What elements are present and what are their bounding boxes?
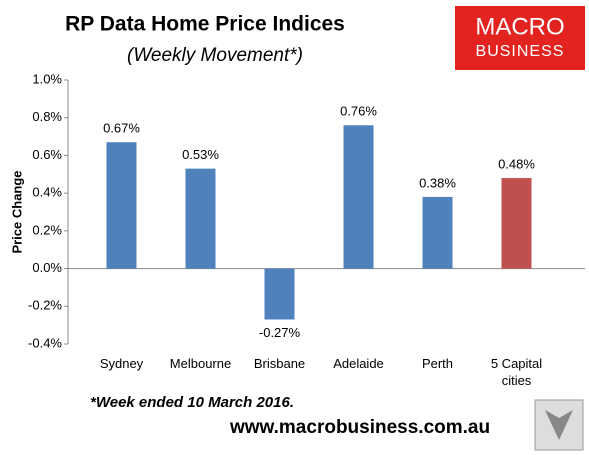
- y-tick-label: 0.8%: [32, 109, 62, 124]
- wolf-icon: [545, 410, 573, 440]
- x-tick-label: Melbourne: [169, 356, 232, 371]
- bar: [422, 196, 453, 269]
- y-tick-label: 0.6%: [32, 147, 62, 162]
- y-tick-label: 0.0%: [32, 260, 62, 275]
- logo-box: [455, 6, 585, 70]
- bar: [343, 125, 374, 269]
- value-label: 0.67%: [103, 121, 140, 136]
- x-tick-label: Sydney: [99, 356, 144, 371]
- x-tick-label: Adelaide: [333, 356, 384, 371]
- chart-subtitle: (Weekly Movement*): [127, 45, 303, 66]
- y-tick-label: -0.4%: [28, 335, 62, 350]
- y-tick-label: 0.4%: [32, 185, 62, 200]
- x-tick-label: Perth: [421, 356, 454, 371]
- y-tick-label: -0.2%: [28, 298, 62, 313]
- value-label: 0.76%: [340, 104, 377, 119]
- value-label: 0.38%: [419, 175, 456, 190]
- y-tick-label: 1.0%: [32, 71, 62, 86]
- logo-text: BUSINESS: [476, 43, 565, 60]
- source: www.macrobusiness.com.au: [229, 417, 490, 438]
- bar: [501, 178, 532, 269]
- y-axis-label: Price Change: [9, 170, 24, 253]
- value-label: -0.27%: [259, 325, 301, 340]
- footnote: *Week ended 10 March 2016.: [90, 394, 294, 411]
- value-label: 0.53%: [182, 147, 219, 162]
- bar: [185, 168, 216, 269]
- bar: [106, 142, 137, 269]
- x-tick-label: Brisbane: [253, 356, 306, 371]
- x-tick-label: 5 Capital cities: [490, 356, 543, 388]
- logo-text: MACRO: [475, 13, 564, 40]
- chart-title: RP Data Home Price Indices: [65, 13, 345, 36]
- bar: [264, 268, 295, 320]
- y-tick-label: 0.2%: [32, 222, 62, 237]
- value-label: 0.48%: [498, 156, 535, 171]
